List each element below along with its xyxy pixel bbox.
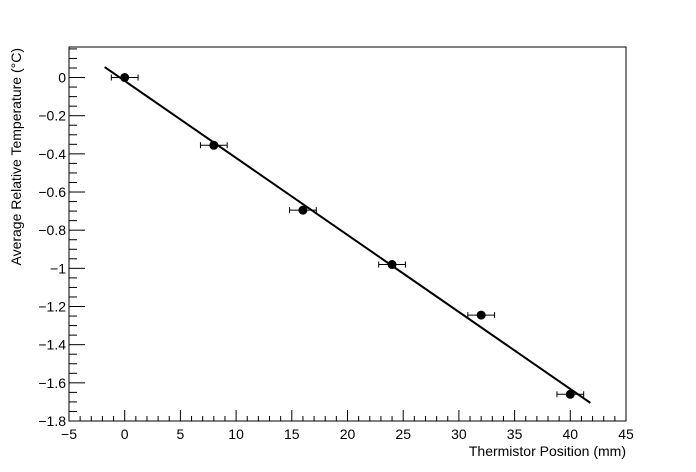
- x-tick-label: 35: [507, 426, 523, 442]
- y-tick-label: −0.2: [38, 108, 66, 124]
- y-tick-label: −1.6: [38, 375, 66, 391]
- y-tick-label: −0.8: [38, 222, 66, 238]
- x-tick-label: 25: [395, 426, 411, 442]
- data-point: [387, 260, 397, 270]
- y-tick-label: 0: [58, 70, 66, 86]
- data-point: [120, 73, 130, 83]
- y-tick-label: −0.4: [38, 146, 66, 162]
- y-tick-label: −1: [50, 260, 66, 276]
- x-tick-label: 15: [284, 426, 300, 442]
- x-tick-label: 5: [177, 426, 185, 442]
- x-axis-title: Thermistor Position (mm): [469, 443, 626, 459]
- y-tick-label: −1.2: [38, 299, 66, 315]
- x-tick-label: 10: [228, 426, 244, 442]
- x-tick-label: −5: [61, 426, 77, 442]
- x-tick-label: 40: [563, 426, 579, 442]
- x-tick-label: 20: [340, 426, 356, 442]
- data-point: [476, 310, 486, 320]
- data-point: [298, 205, 308, 215]
- y-tick-label: −1.4: [38, 337, 66, 353]
- x-tick-label: 30: [451, 426, 467, 442]
- x-tick-label: 45: [618, 426, 634, 442]
- y-tick-label: −0.6: [38, 184, 66, 200]
- data-point: [565, 389, 575, 399]
- y-tick-label: −1.8: [38, 413, 66, 429]
- fit-line: [104, 66, 591, 404]
- y-axis-title: Average Relative Temperature (°C): [8, 48, 24, 266]
- x-tick-label: 0: [121, 426, 129, 442]
- data-point: [209, 140, 219, 150]
